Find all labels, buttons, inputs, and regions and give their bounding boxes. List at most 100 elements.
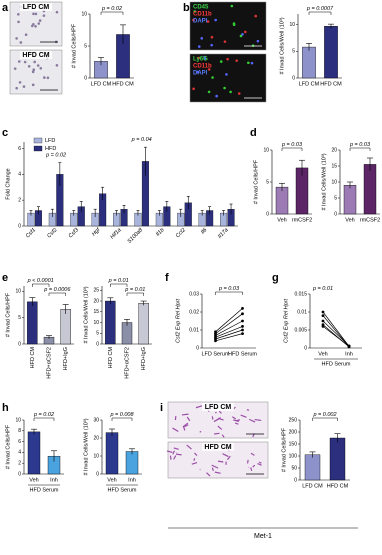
x-tick-label: HFD CM [108, 347, 114, 369]
pair-line [323, 321, 349, 346]
p-value: p = 0.01 [124, 287, 145, 293]
x-tick-label: HFD CM [30, 347, 36, 369]
x-tick-label: rmCSF2 [292, 217, 312, 223]
x-tick-label: Inh [50, 477, 58, 483]
cell [247, 61, 250, 64]
x-tick-label: HFD+αCSF2 [124, 347, 130, 379]
y-tick-label: 5 [292, 49, 295, 55]
cell [211, 36, 214, 39]
cell [247, 410, 249, 411]
y-axis-label: Csf2 Exp Rel Hprt [175, 299, 181, 343]
cell [43, 76, 46, 79]
point [348, 345, 351, 348]
x-tick-label: HFD CM [320, 81, 342, 87]
x-tick-label: Inh [128, 477, 136, 483]
cell [17, 21, 20, 24]
y-axis-label: # Invad Cells/HPF [281, 427, 287, 472]
image-label: Ly6G [193, 57, 208, 63]
cell [226, 58, 229, 61]
y-tick-label: 10 [331, 179, 337, 185]
cell [28, 65, 31, 68]
point [241, 332, 244, 335]
bar [276, 187, 288, 214]
y-tick-label: 50 [291, 465, 297, 471]
image-label: CD11b [193, 64, 212, 70]
p-value: p = 0.01 [312, 286, 333, 292]
y-tick-label: 0 [18, 471, 21, 477]
point [322, 320, 325, 323]
cell [25, 33, 28, 36]
y-tick-label: 0 [266, 211, 269, 217]
cell [34, 25, 37, 28]
caption: Met-1 [254, 533, 272, 540]
x-tick-label: rmCSF2 [360, 217, 380, 223]
x-tick-label: HFD CM [327, 483, 349, 489]
cell [257, 40, 260, 43]
panel-letter: d [250, 127, 257, 139]
cell [23, 85, 26, 88]
p-value: p = 0.008 [109, 412, 134, 418]
y-tick-label: 20 [93, 435, 99, 441]
bar [305, 455, 320, 480]
cell [15, 87, 18, 90]
cell [35, 13, 38, 16]
p-value: p = 0.002 [312, 412, 336, 418]
x-tick-label: LFD CM [91, 81, 112, 87]
cell [19, 81, 22, 84]
bracket [282, 148, 302, 151]
y-tick-label: 0 [294, 477, 297, 483]
cell [200, 431, 201, 432]
x-tick-label: HFD CM [112, 81, 134, 87]
p-value: p = 0.03 [218, 286, 240, 292]
bar [28, 432, 40, 474]
cell [24, 61, 27, 64]
panel-letter: g [272, 272, 279, 284]
x-tick-label: Hgf [91, 227, 102, 238]
bar [106, 433, 118, 474]
cell [17, 13, 20, 16]
image-label: CD11b [193, 12, 212, 18]
y-tick-label: 10 [81, 11, 87, 17]
y-tick-label: 0 [334, 211, 337, 217]
x-tick-label: Il1b [155, 227, 166, 238]
cell [244, 31, 247, 34]
x-tick-label: LFD CM [302, 483, 323, 489]
x-tick-label: Il6 [200, 227, 209, 236]
image-label: HFD CM [22, 52, 49, 59]
cell [229, 91, 232, 94]
legend-swatch [34, 146, 42, 151]
cell [215, 95, 218, 98]
cell [32, 84, 35, 87]
legend-label: LFD [45, 138, 55, 144]
y-tick-label: 0.015 [294, 291, 307, 297]
y-tick-label: 0.02 [189, 309, 199, 315]
y-tick-label: 0 [84, 75, 87, 81]
bracket [49, 293, 66, 296]
y-tick-label: 8 [18, 428, 21, 434]
cell [238, 92, 241, 95]
point [214, 330, 217, 333]
x-axis-label: HFD Serum [107, 487, 136, 493]
bracket [34, 418, 54, 421]
x-tick-label: Csf2 [46, 227, 58, 239]
x-axis-label: HFD Serum [29, 487, 58, 493]
panel-letter: b [183, 2, 190, 14]
cell [198, 45, 201, 48]
bar [139, 303, 149, 344]
y-tick-label: 10 [263, 147, 269, 153]
x-tick-label: Veh [318, 351, 327, 357]
cell [248, 460, 249, 464]
y-axis-label: # Invad Cells/HPF [71, 23, 77, 68]
y-axis-label: # Invad Cells/Well (10³) [279, 17, 285, 74]
y-tick-label: 6 [18, 439, 21, 445]
image-label: LFD CM [205, 404, 232, 411]
image-label: CD45 [193, 5, 209, 11]
cell [170, 456, 171, 460]
pair-line [216, 314, 243, 334]
cell [223, 87, 226, 90]
cell [211, 76, 214, 79]
bracket [309, 12, 331, 15]
y-tick-label: 15 [93, 309, 99, 315]
point [241, 320, 244, 323]
p-value: p = 0.01 [108, 278, 129, 284]
